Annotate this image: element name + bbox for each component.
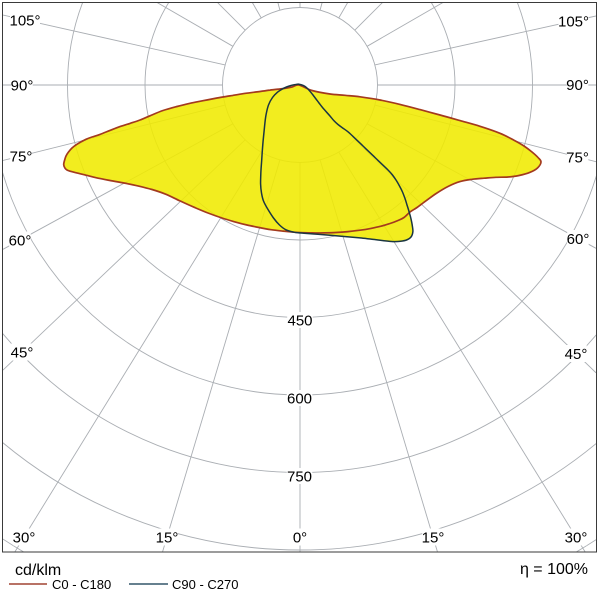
svg-text:45°: 45° (11, 345, 34, 362)
svg-text:30°: 30° (13, 530, 36, 547)
svg-text:75°: 75° (566, 150, 589, 167)
svg-text:750: 750 (287, 469, 312, 486)
svg-text:450: 450 (287, 313, 312, 330)
svg-text:600: 600 (287, 391, 312, 408)
svg-text:C0 - C180: C0 - C180 (52, 577, 111, 592)
svg-text:C90 - C270: C90 - C270 (172, 577, 238, 592)
svg-text:105°: 105° (9, 13, 40, 30)
svg-text:15°: 15° (156, 530, 179, 547)
svg-text:90°: 90° (566, 77, 589, 94)
svg-text:60°: 60° (567, 231, 590, 248)
svg-text:45°: 45° (565, 346, 588, 363)
svg-text:30°: 30° (565, 530, 588, 547)
svg-text:60°: 60° (9, 233, 32, 250)
svg-text:75°: 75° (10, 149, 33, 166)
svg-text:90°: 90° (11, 78, 34, 95)
svg-text:cd/klm: cd/klm (15, 562, 61, 579)
svg-text:η = 100%: η = 100% (520, 561, 588, 578)
svg-text:0°: 0° (293, 530, 307, 547)
svg-text:105°: 105° (558, 14, 589, 31)
svg-text:15°: 15° (422, 530, 445, 547)
